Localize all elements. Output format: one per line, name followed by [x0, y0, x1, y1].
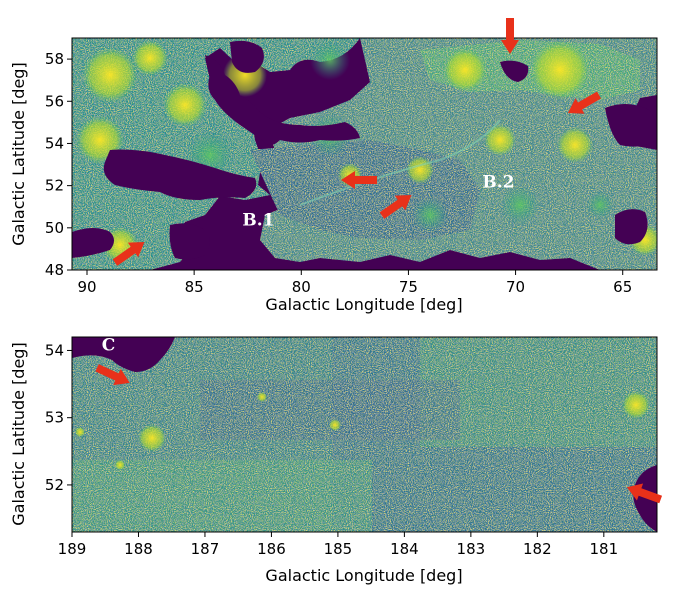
- x-tick-label: 183: [457, 540, 486, 558]
- x-tick-label: 70: [506, 278, 525, 296]
- x-tick-label: 90: [77, 278, 96, 296]
- top-axis-ticks: 90 85 80 75 70 65 48 50 52 54 56 58: [45, 50, 632, 296]
- bottom-plot-frame: [71, 336, 658, 533]
- y-tick-label: 52: [45, 177, 64, 195]
- y-tick-label: 52: [45, 476, 64, 494]
- x-tick-label: 184: [390, 540, 419, 558]
- y-tick-label: 50: [45, 219, 64, 237]
- top-survey-image: B.1 B.2: [72, 38, 657, 270]
- x-tick-label: 75: [399, 278, 418, 296]
- region-label-b1: B.1: [242, 211, 274, 231]
- x-tick-label: 65: [613, 278, 632, 296]
- y-tick-label: 56: [45, 92, 64, 110]
- y-tick-label: 54: [45, 341, 64, 359]
- region-label-b2: B.2: [482, 173, 514, 193]
- top-plot-frame: [71, 37, 658, 271]
- top-panel: B.1 B.2 90 85 80 75 70 65 48 50 52 54 56 58 Galacti…: [9, 18, 658, 314]
- x-tick-label: 187: [191, 540, 220, 558]
- bottom-panel: C 189 188 187 186 185 184 183 182 181 52 53 54 Gala…: [9, 335, 664, 585]
- x-tick-label: 188: [124, 540, 153, 558]
- x-tick-label: 185: [324, 540, 353, 558]
- top-x-axis-label: Galactic Longitude [deg]: [265, 295, 462, 314]
- region-label-c: C: [102, 335, 116, 355]
- bottom-y-axis-label: Galactic Latitude [deg]: [9, 342, 28, 525]
- x-tick-label: 182: [523, 540, 552, 558]
- y-tick-label: 48: [45, 261, 64, 279]
- bottom-x-axis-label: Galactic Longitude [deg]: [265, 566, 462, 585]
- x-tick-label: 80: [292, 278, 311, 296]
- y-tick-label: 53: [45, 409, 64, 427]
- x-tick-label: 181: [589, 540, 618, 558]
- x-tick-label: 186: [257, 540, 286, 558]
- top-y-axis-label: Galactic Latitude [deg]: [9, 62, 28, 245]
- x-tick-label: 189: [58, 540, 87, 558]
- x-tick-label: 85: [185, 278, 204, 296]
- y-tick-label: 54: [45, 134, 64, 152]
- bottom-survey-image: C: [72, 335, 657, 532]
- y-tick-label: 58: [45, 50, 64, 68]
- bottom-axis-ticks: 189 188 187 186 185 184 183 182 181 52 53 54: [45, 341, 618, 558]
